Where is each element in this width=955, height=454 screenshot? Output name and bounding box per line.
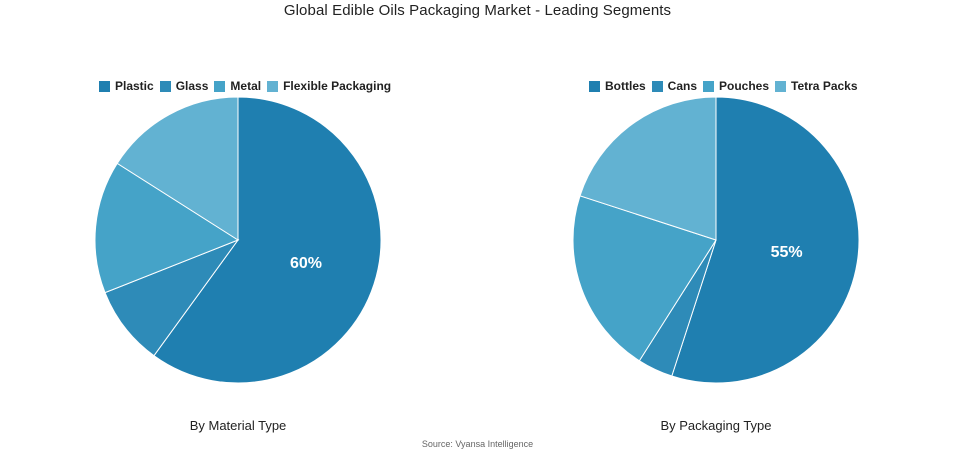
legend-swatch: [651, 80, 663, 92]
pie-slice-bottles: [671, 96, 860, 384]
legend-packaging-type: Bottles Cans Pouches Tetra Packs: [589, 79, 864, 93]
pie-slice-glass: [104, 238, 240, 357]
legend-label: Flexible Packaging: [283, 79, 392, 93]
source-note: Source: Vyansa Intelligence: [421, 439, 534, 449]
pie-slice-flexible-packaging: [116, 96, 239, 241]
legend-swatch: [159, 80, 171, 92]
subtitle-material-type: By Material Type: [189, 418, 287, 433]
legend-item-metal: Metal: [214, 79, 261, 93]
legend-item-glass: Glass: [159, 79, 209, 93]
legend-label: Metal: [230, 79, 262, 93]
pie-material-type: 60%: [94, 96, 382, 384]
legend-swatch: [775, 80, 787, 92]
pie-data-label: 55%: [771, 244, 803, 261]
legend-item-tetra-packs: Tetra Packs: [775, 79, 858, 93]
legend-item-flexible-packaging: Flexible Packaging: [267, 79, 391, 93]
legend-swatch: [589, 80, 600, 92]
pie-packaging-type: 55%: [572, 96, 860, 384]
pie-data-label: 60%: [290, 255, 322, 272]
legend-swatch: [267, 80, 279, 92]
legend-item-pouches: Pouches: [703, 79, 769, 93]
pie-slice-metal: [94, 162, 240, 294]
legend-item-bottles: Bottles: [589, 79, 646, 93]
legend-label: Plastic: [115, 79, 154, 93]
legend-label: Cans: [667, 79, 698, 93]
legend-swatch: [99, 80, 110, 92]
pie-slice-tetra-packs: [579, 96, 717, 241]
legend-label: Tetra Packs: [791, 79, 858, 93]
legend-material-type: Plastic Glass Metal Flexible Packaging: [99, 79, 397, 93]
pie-slice-plastic: [153, 96, 382, 384]
legend-label: Bottles: [605, 79, 646, 93]
subtitle-packaging-type: By Packaging Type: [660, 418, 772, 433]
legend-swatch: [214, 80, 226, 92]
chart-title: Global Edible Oils Packaging Market - Le…: [283, 2, 672, 19]
legend-item-cans: Cans: [651, 79, 698, 93]
pie-slice-pouches: [572, 195, 717, 362]
legend-swatch: [703, 80, 715, 92]
legend-label: Pouches: [719, 79, 770, 93]
legend-item-plastic: Plastic: [99, 79, 154, 93]
legend-label: Glass: [175, 79, 209, 93]
